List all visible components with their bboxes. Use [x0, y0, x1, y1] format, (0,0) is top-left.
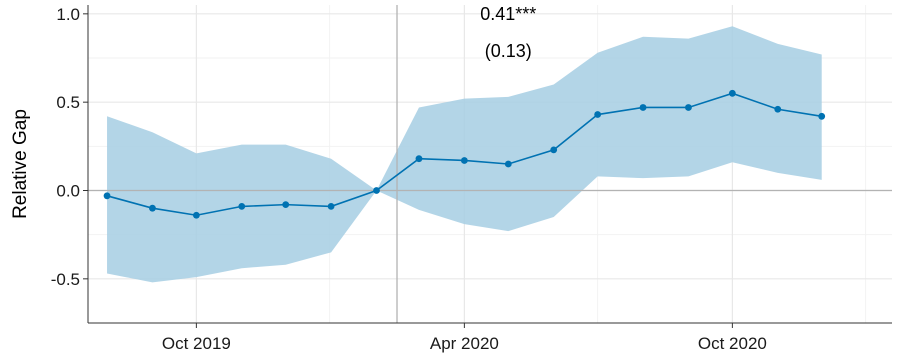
reference-lines: [88, 5, 892, 323]
x-axis-ticks: Oct 2019 Apr 2020 Oct 2020: [162, 323, 767, 353]
estimate-point: [373, 187, 380, 194]
confidence-interval-band: [107, 26, 822, 283]
estimate-point: [415, 155, 423, 163]
x-tick-label: Apr 2020: [430, 334, 499, 353]
estimate-point: [103, 192, 111, 200]
y-axis-title: Relative Gap: [10, 109, 31, 219]
estimate-point: [149, 204, 156, 212]
y-tick-label: -0.5: [51, 270, 80, 289]
estimate-point: [639, 104, 647, 111]
x-tick-label: Oct 2019: [162, 334, 231, 353]
estimate-point: [192, 211, 200, 219]
y-tick-label: 0.5: [56, 93, 80, 112]
confidence-band: [107, 26, 822, 283]
estimate-point: [685, 104, 692, 111]
annotations: 0.41*** (0.13): [480, 4, 536, 61]
estimate-point: [327, 203, 335, 210]
y-tick-label: 0.0: [56, 182, 80, 201]
x-tick-label: Oct 2020: [698, 334, 767, 353]
estimate-point: [550, 146, 558, 154]
series-points: [103, 89, 826, 219]
estimate-point: [594, 111, 602, 118]
estimate-point: [728, 89, 736, 97]
y-axis-ticks: -0.5 0.0 0.5 1.0: [51, 5, 88, 289]
axes: [87, 5, 892, 324]
estimate-point: [818, 112, 826, 120]
estimate-point: [774, 105, 782, 113]
estimate-point: [504, 160, 512, 168]
estimate-point: [282, 201, 290, 209]
annotation-text: (0.13): [485, 41, 532, 61]
annotation-text: 0.41***: [480, 4, 536, 24]
y-tick-label: 1.0: [56, 5, 80, 24]
estimate-point: [238, 203, 246, 210]
estimate-point: [460, 157, 468, 164]
